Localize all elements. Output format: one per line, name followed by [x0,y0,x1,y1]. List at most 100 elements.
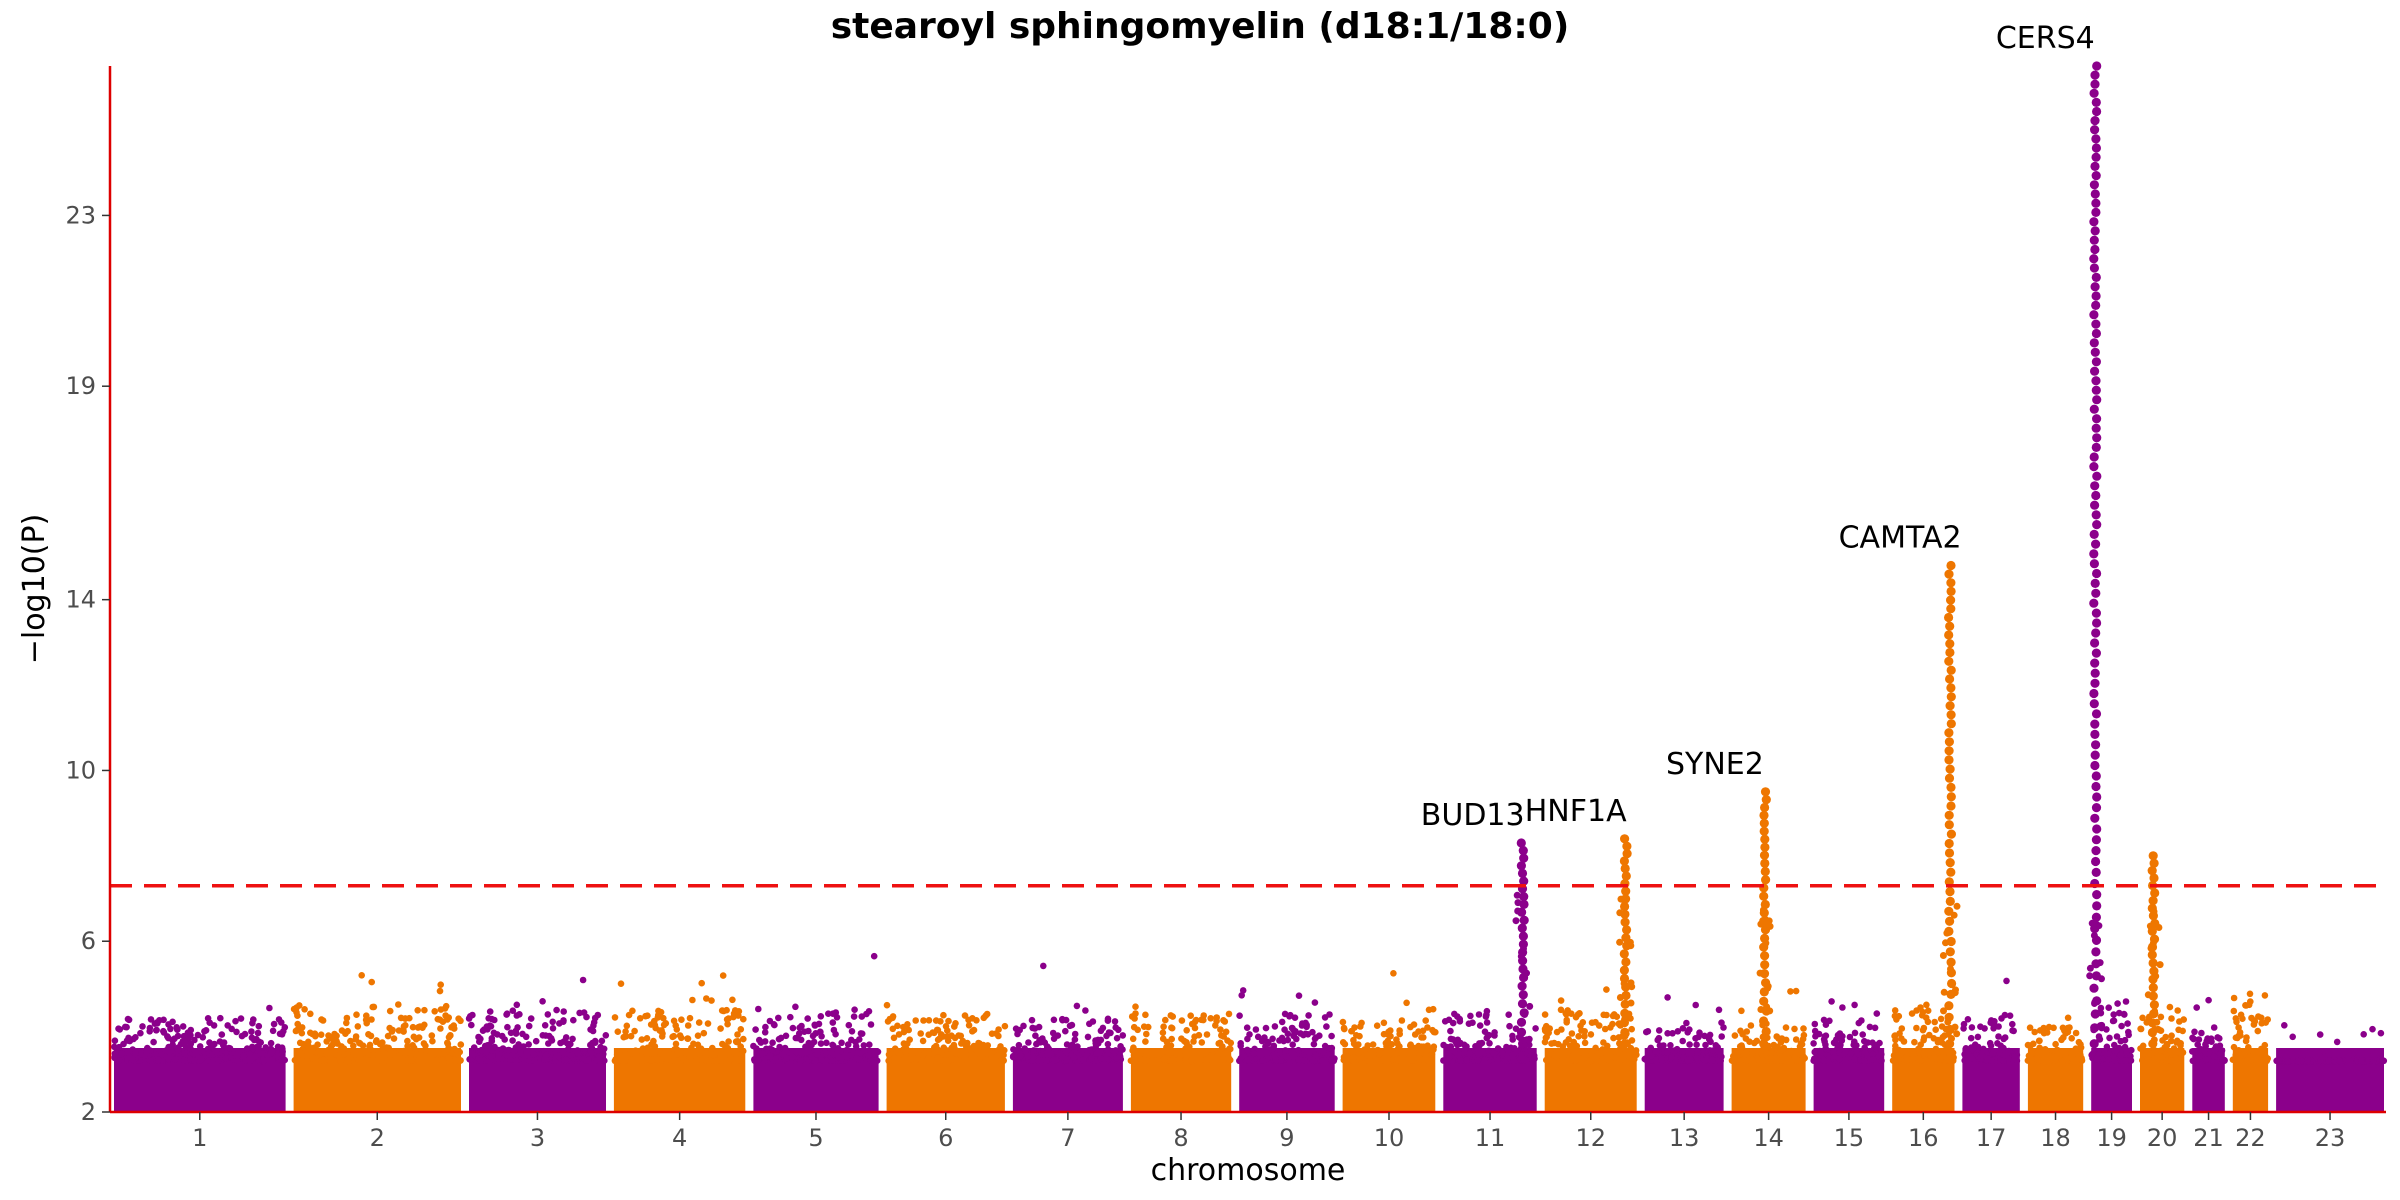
data-point [2191,1028,2198,1036]
data-point [1277,1049,1284,1056]
data-point [1581,1033,1588,1040]
data-point [1357,1023,1364,1030]
data-point [1628,983,1636,991]
data-point [766,1017,774,1025]
data-point [2091,835,2101,845]
chart-title: stearoyl sphingomyelin (d18:1/18:0) [830,6,1570,47]
data-point [2151,1010,2159,1017]
data-point [627,1032,635,1040]
data-point [945,1017,952,1025]
data-point [1353,1044,1360,1052]
data-point [1106,1029,1113,1037]
data-point [600,1045,608,1053]
data-point [2122,998,2130,1005]
data-point [344,1027,352,1035]
data-point [1946,604,1956,614]
data-point [1945,647,1955,658]
data-point [576,1009,583,1017]
data-point [1822,1041,1829,1048]
data-point [1945,896,1955,907]
data-point [1943,1055,1951,1063]
data-point [1944,737,1954,747]
data-point [565,1045,572,1053]
data-point [490,1029,498,1037]
data-point [623,1022,631,1030]
data-point [1259,1057,1267,1064]
data-point [579,976,587,984]
data-point [1794,1056,1801,1064]
data-point [1104,1017,1112,1024]
data-point [2089,263,2099,273]
data-point [511,1047,518,1054]
data-point [2097,1009,2105,1017]
data-point [250,1016,257,1023]
data-point [889,1025,897,1033]
data-point [2089,254,2099,264]
data-point [343,1019,350,1027]
data-point [1516,1027,1527,1037]
data-point [1415,1028,1422,1035]
data-point [1990,1023,1998,1031]
data-point [2369,1025,2376,1033]
data-point [2148,851,2158,861]
data-point [697,1045,705,1052]
data-point [2109,1017,2117,1025]
data-point [2294,1057,2302,1065]
data-point [1980,1045,1987,1053]
data-point [1553,1028,1561,1036]
data-point [2090,79,2100,89]
data-point [1919,1008,1927,1016]
data-point [1592,1044,1599,1052]
data-point [1938,1039,1946,1046]
data-point [1610,1034,1617,1042]
data-point [2090,116,2100,126]
data-point [486,1022,494,1029]
data-point [2033,1055,2040,1063]
data-point [818,1056,825,1064]
data-point [2148,958,2158,968]
data-point [1321,1014,1329,1021]
data-point [620,1033,627,1041]
data-point [1834,1031,1842,1039]
data-point [1679,1025,1687,1032]
data-point [1851,1001,1858,1009]
data-point [2089,1039,2099,1049]
data-point [501,1036,509,1043]
data-point [1617,1056,1624,1063]
data-point [1517,923,1527,933]
data-point [248,1034,256,1041]
data-point [1756,969,1764,977]
data-point [1607,1024,1614,1031]
data-point [1642,1055,1650,1062]
data-point [865,1051,872,1059]
data-point [1193,1051,1201,1059]
data-point [2089,310,2099,320]
data-point [2091,272,2101,282]
data-point [1146,1051,1153,1059]
data-point [1256,1050,1264,1058]
data-point [1116,1053,1124,1060]
data-point [1826,1017,1833,1025]
data-point [2250,1052,2257,1060]
x-tick-label: 6 [938,1124,953,1152]
data-point [2284,1057,2291,1065]
data-point [885,1051,893,1058]
data-point [495,1046,503,1054]
chrom-6-points [883,1001,1009,1112]
data-point [1900,1038,1908,1045]
x-tick-label: 16 [1908,1124,1939,1152]
data-point [232,1017,239,1025]
data-point [2092,568,2102,579]
data-point [920,1017,927,1024]
data-point [1183,1039,1190,1047]
x-tick-label: 13 [1669,1124,1700,1152]
data-point [2193,1004,2200,1011]
data-point [132,1034,139,1041]
x-tick-label: 5 [808,1124,823,1152]
data-point [2091,357,2101,367]
data-point [1082,1007,1089,1014]
data-point [1217,1026,1224,1033]
data-point [111,1043,118,1051]
data-point [1245,1056,1252,1064]
data-point [1516,1017,1527,1027]
